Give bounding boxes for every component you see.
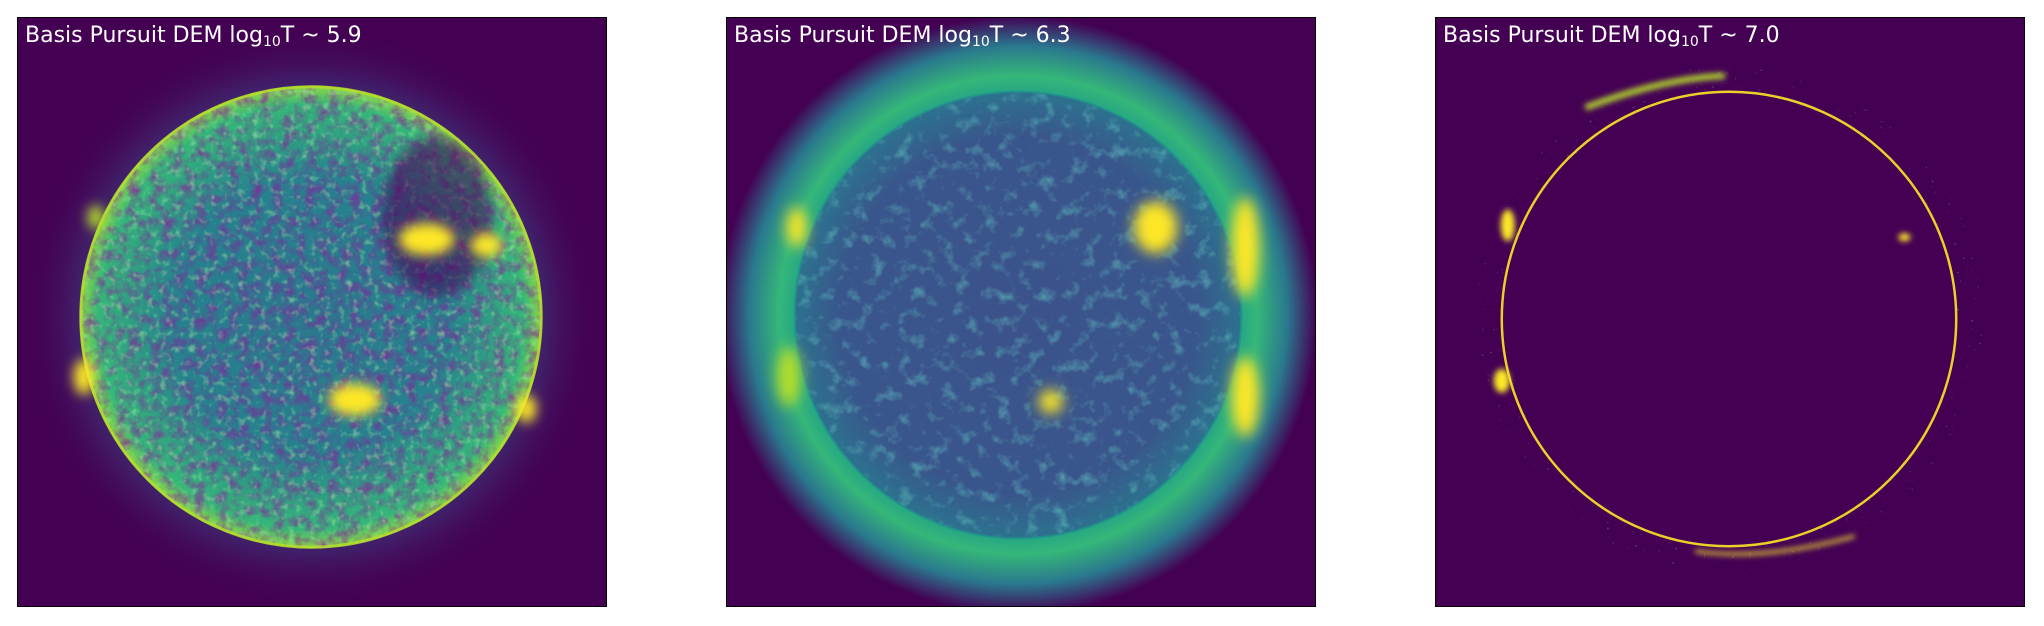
dem-panel-2: Basis Pursuit DEM log10T ~ 6.3 xyxy=(726,17,1316,607)
solar-image-3 xyxy=(1436,18,2024,606)
solar-image-2 xyxy=(727,18,1315,606)
panel-title-1: Basis Pursuit DEM log10T ~ 5.9 xyxy=(25,23,362,50)
solar-image-1 xyxy=(18,18,606,606)
panel-title-3: Basis Pursuit DEM log10T ~ 7.0 xyxy=(1443,23,1780,50)
dem-panel-1: Basis Pursuit DEM log10T ~ 5.9 xyxy=(17,17,607,607)
dem-panel-3: Basis Pursuit DEM log10T ~ 7.0 xyxy=(1435,17,2025,607)
panel-title-2: Basis Pursuit DEM log10T ~ 6.3 xyxy=(734,23,1071,50)
